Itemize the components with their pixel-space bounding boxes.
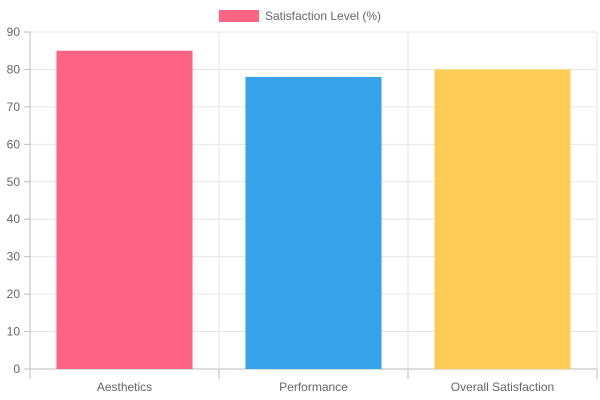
bar-performance[interactable] bbox=[245, 76, 382, 369]
y-axis-tick-labels: 0 10 20 30 40 50 60 70 80 90 bbox=[7, 25, 21, 376]
axes bbox=[24, 31, 598, 379]
y-tick-label: 30 bbox=[7, 250, 21, 264]
y-tick-label: 60 bbox=[7, 137, 21, 151]
bars bbox=[56, 50, 571, 369]
y-tick-label: 40 bbox=[7, 212, 21, 226]
legend-swatch bbox=[219, 10, 259, 22]
y-tick-label: 80 bbox=[7, 62, 21, 76]
y-tick-label: 50 bbox=[7, 175, 21, 189]
y-tick-label: 20 bbox=[7, 287, 21, 301]
bar-aesthetics[interactable] bbox=[56, 50, 193, 369]
x-tick-label: Aesthetics bbox=[97, 380, 152, 394]
x-axis-tick-labels: Aesthetics Performance Overall Satisfactio… bbox=[97, 380, 554, 394]
y-tick-label: 0 bbox=[13, 362, 20, 376]
y-tick-label: 70 bbox=[7, 100, 21, 114]
legend-label: Satisfaction Level (%) bbox=[265, 9, 381, 23]
x-tick-label: Performance bbox=[279, 380, 348, 394]
bar-overall-satisfaction[interactable] bbox=[434, 69, 571, 369]
legend[interactable]: Satisfaction Level (%) bbox=[219, 9, 381, 23]
x-tick-label: Overall Satisfaction bbox=[451, 380, 554, 394]
y-tick-label: 90 bbox=[7, 25, 21, 39]
y-tick-label: 10 bbox=[7, 325, 21, 339]
